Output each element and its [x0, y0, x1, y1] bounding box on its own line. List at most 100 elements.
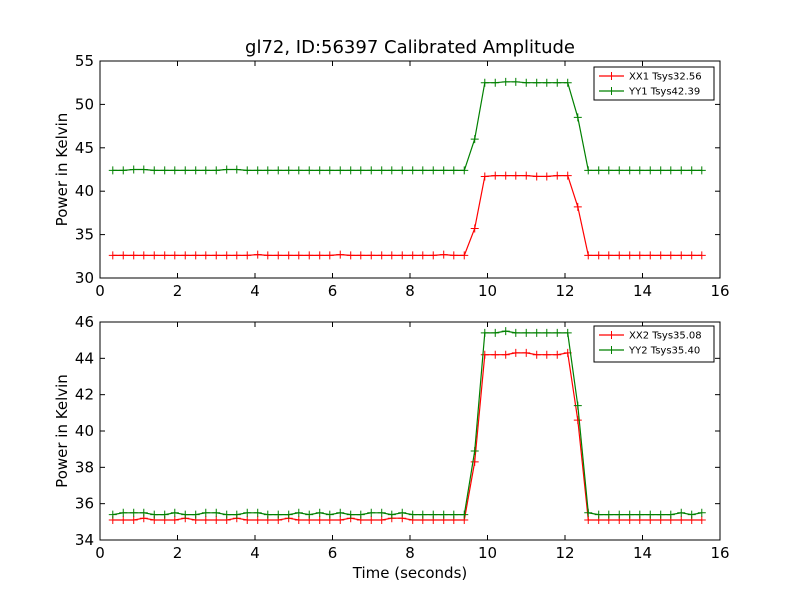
data-point [604, 510, 613, 519]
data-point [325, 251, 334, 260]
data-point [119, 251, 128, 260]
x-tick-label: 2 [173, 544, 183, 562]
data-point [646, 166, 655, 175]
legend-label: YY1 Tsys42.39 [628, 87, 700, 98]
y-tick-label: 40 [75, 422, 94, 440]
data-point [625, 510, 634, 519]
series-line [112, 330, 702, 516]
data-point [666, 251, 675, 260]
top-subplot: 0 2 4 6 8 10 12 14 16 30 35 40 45 50 55 Power in Kelvin… [53, 52, 730, 300]
data-point [635, 510, 644, 519]
data-point [212, 508, 221, 517]
x-tick-label: 4 [250, 544, 260, 562]
data-point [553, 171, 562, 180]
data-point [470, 446, 479, 455]
data-point [367, 251, 376, 260]
data-point [119, 516, 128, 525]
data-point [243, 516, 252, 525]
data-point [222, 251, 231, 260]
data-point [625, 251, 634, 260]
data-point [181, 251, 190, 260]
data-point [398, 508, 407, 517]
data-point [501, 327, 510, 336]
data-point [346, 166, 355, 175]
data-point [367, 516, 376, 525]
data-point [594, 166, 603, 175]
data-point [294, 251, 303, 260]
x-tick-label: 16 [710, 544, 729, 562]
data-point [408, 166, 417, 175]
y-tick-label: 38 [75, 458, 94, 476]
data-point [460, 510, 469, 519]
data-point [625, 166, 634, 175]
x-tick-label: 8 [405, 544, 415, 562]
x-axis-label: Time (seconds) [352, 564, 468, 582]
x-tick-label: 4 [250, 282, 260, 300]
data-point [212, 516, 221, 525]
data-point [563, 171, 572, 180]
data-point [398, 166, 407, 175]
data-point [501, 171, 510, 180]
data-point [305, 251, 314, 260]
data-point [687, 510, 696, 519]
data-point [697, 508, 706, 517]
data-point [294, 166, 303, 175]
data-point [119, 508, 128, 517]
data-point [439, 166, 448, 175]
data-point [594, 251, 603, 260]
data-point [470, 224, 479, 233]
data-point [170, 508, 179, 517]
data-point [160, 251, 169, 260]
data-point [325, 166, 334, 175]
data-point [181, 166, 190, 175]
data-point [656, 510, 665, 519]
data-point [253, 508, 262, 517]
data-point [170, 166, 179, 175]
data-point [480, 172, 489, 181]
data-point [687, 251, 696, 260]
series-line [112, 81, 702, 171]
data-point [470, 135, 479, 144]
data-point [243, 508, 252, 517]
data-point [274, 251, 283, 260]
legend-label: XX2 Tsys35.08 [629, 331, 702, 342]
legend-label: YY2 Tsys35.40 [628, 346, 700, 357]
data-point [449, 251, 458, 260]
data-point [119, 166, 128, 175]
data-point [150, 251, 159, 260]
data-point [377, 516, 386, 525]
data-point [656, 251, 665, 260]
data-point [491, 328, 500, 337]
data-point [429, 251, 438, 260]
data-point [677, 166, 686, 175]
data-point [201, 166, 210, 175]
data-point [553, 78, 562, 87]
data-point [294, 516, 303, 525]
y-tick-label: 34 [75, 531, 94, 549]
data-point [573, 401, 582, 410]
data-point [232, 510, 241, 519]
x-tick-label: 2 [173, 282, 183, 300]
y-tick-label: 40 [75, 182, 94, 200]
data-point [522, 348, 531, 357]
data-point [584, 508, 593, 517]
data-point [491, 350, 500, 359]
data-point [201, 251, 210, 260]
data-point [646, 510, 655, 519]
legend-box [593, 66, 715, 101]
data-point [108, 166, 117, 175]
legend-label: XX1 Tsys32.56 [629, 72, 702, 83]
data-point [325, 510, 334, 519]
y-tick-label: 55 [75, 52, 94, 70]
data-point [532, 172, 541, 181]
y-tick-label: 50 [75, 95, 94, 113]
data-point [408, 251, 417, 260]
data-point [232, 165, 241, 174]
x-tick-label: 12 [555, 544, 574, 562]
data-point [460, 166, 469, 175]
data-point [542, 350, 551, 359]
x-tick-label: 8 [405, 282, 415, 300]
y-tick-label: 44 [75, 349, 94, 367]
data-point [604, 251, 613, 260]
